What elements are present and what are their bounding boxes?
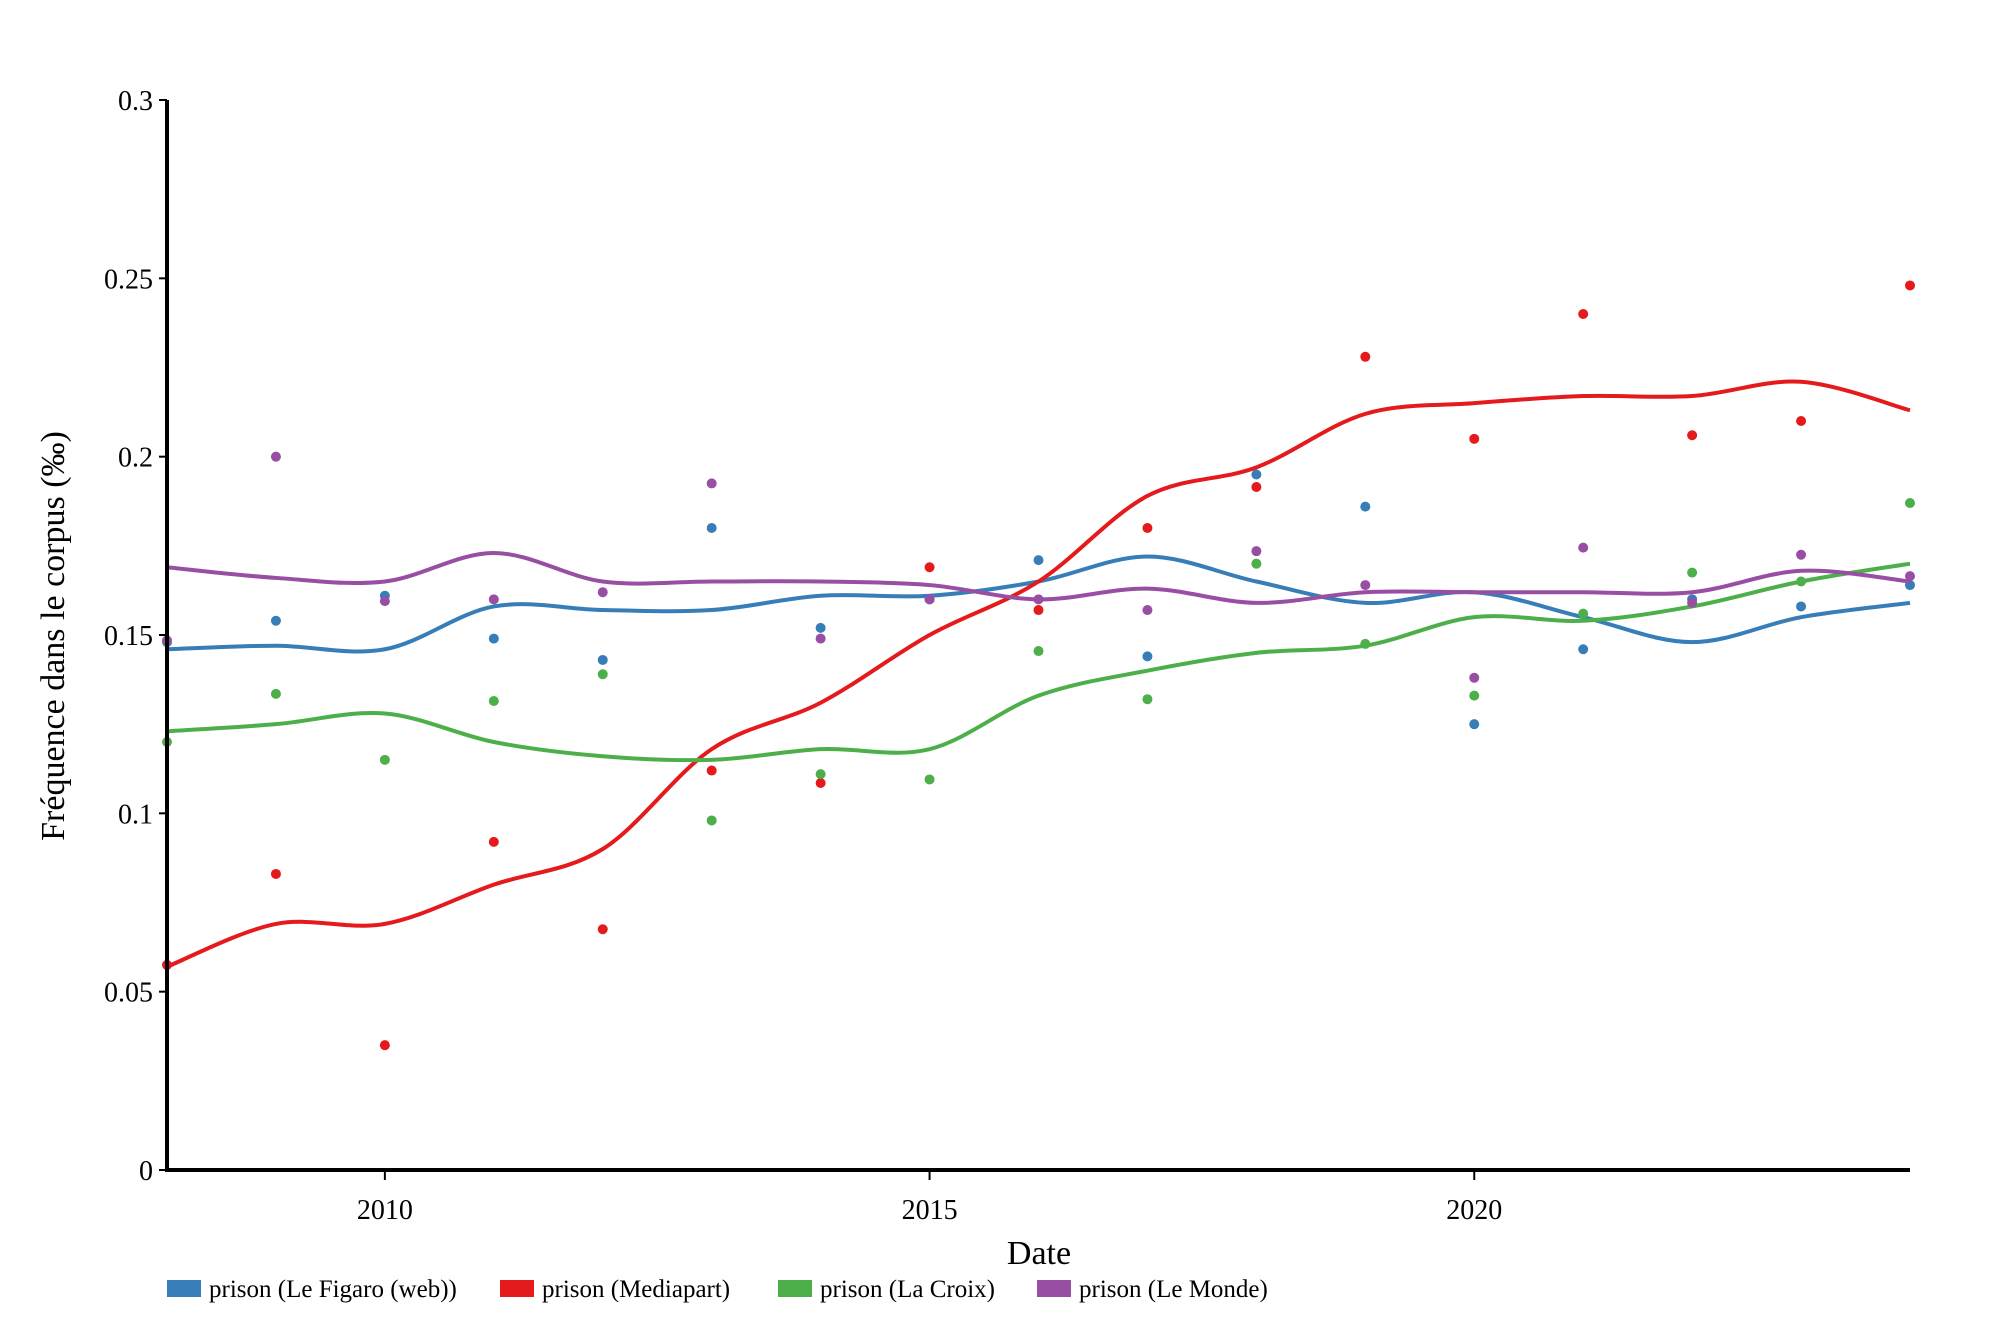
data-point [1142,694,1153,705]
data-point [815,769,826,780]
data-point [815,622,826,633]
data-point [924,594,935,605]
data-point [1578,542,1589,553]
data-point [1578,608,1589,619]
y-tick-label: 0.2 [118,443,153,474]
data-point [1796,576,1807,587]
data-point [1142,651,1153,662]
legend-label: prison (Le Monde) [1079,1276,1268,1303]
data-point [1033,555,1044,566]
smooth-line-series-2 [166,561,1911,763]
data-point [1251,469,1262,480]
data-point [1687,597,1698,608]
data-point [1796,416,1807,426]
y-tick-label: 0.25 [104,264,153,295]
data-point [270,688,281,699]
legend-swatch [167,1280,201,1297]
data-point [270,451,281,462]
data-point [1033,594,1044,605]
legend-swatch [1037,1280,1071,1297]
data-point [1687,567,1698,578]
x-tick-label: 2015 [902,1195,958,1226]
legend-swatch [778,1280,812,1297]
legend-label: prison (Le Figaro (web)) [209,1276,457,1303]
data-point [1796,549,1807,560]
x-tick-label: 2020 [1446,1195,1502,1226]
data-point [924,562,935,573]
data-point [815,778,826,789]
data-point [270,868,281,879]
data-point [1142,523,1153,533]
data-point [270,615,281,626]
x-tick-label: 2010 [357,1195,413,1226]
data-point [1905,571,1915,582]
y-axis-label: Fréquence dans le corpus (‰) [35,431,72,841]
legend-label: prison (La Croix) [820,1276,995,1303]
data-point [379,596,390,607]
data-point [379,1040,390,1051]
y-tick-label: 0.1 [118,799,153,830]
data-point [1578,644,1589,655]
data-point [1033,646,1044,657]
y-tick-label: 0.15 [104,621,153,652]
y-tick-label: 0.05 [104,978,153,1009]
y-tick-label: 0.3 [118,86,153,117]
x-axis-label: Date [1007,1235,1071,1272]
data-point [1469,672,1480,683]
data-point [706,765,717,776]
data-point [706,478,717,489]
data-point [1905,280,1915,291]
data-point [1360,580,1371,591]
y-tick-label: 0 [139,1156,153,1187]
data-point [1142,605,1153,616]
plot-area [162,280,1915,1051]
data-point [706,815,717,826]
data-point [1578,309,1589,319]
data-point [706,523,717,533]
smooth-line-series-1 [166,379,1911,969]
data-point [1687,430,1698,441]
data-point [597,669,608,680]
data-point [1033,605,1044,616]
data-point [1251,546,1262,557]
data-point [488,594,499,605]
data-point [924,774,935,785]
data-point [1360,501,1371,512]
data-point [488,695,499,706]
data-point [1251,481,1262,492]
data-point [1251,558,1262,569]
data-point [597,587,608,598]
data-point [379,754,390,765]
axes: 0 0.05 0.1 0.15 0.2 0.25 0.3 2010 2015 2020 [104,86,1910,1226]
legend-label: prison (Mediapart) [542,1276,730,1303]
data-point [597,654,608,665]
data-point [1360,638,1371,649]
data-point [1905,498,1915,509]
legend-swatch [500,1280,534,1297]
data-point [1796,601,1807,612]
data-point [815,633,826,644]
legend: prison (Le Figaro (web)) prison (Mediapar… [167,1276,1268,1303]
data-point [1469,719,1480,730]
data-point [1469,690,1480,701]
data-point [597,924,608,935]
data-point [1360,351,1371,362]
data-point [1469,433,1480,444]
data-point [488,633,499,644]
data-point [488,836,499,847]
